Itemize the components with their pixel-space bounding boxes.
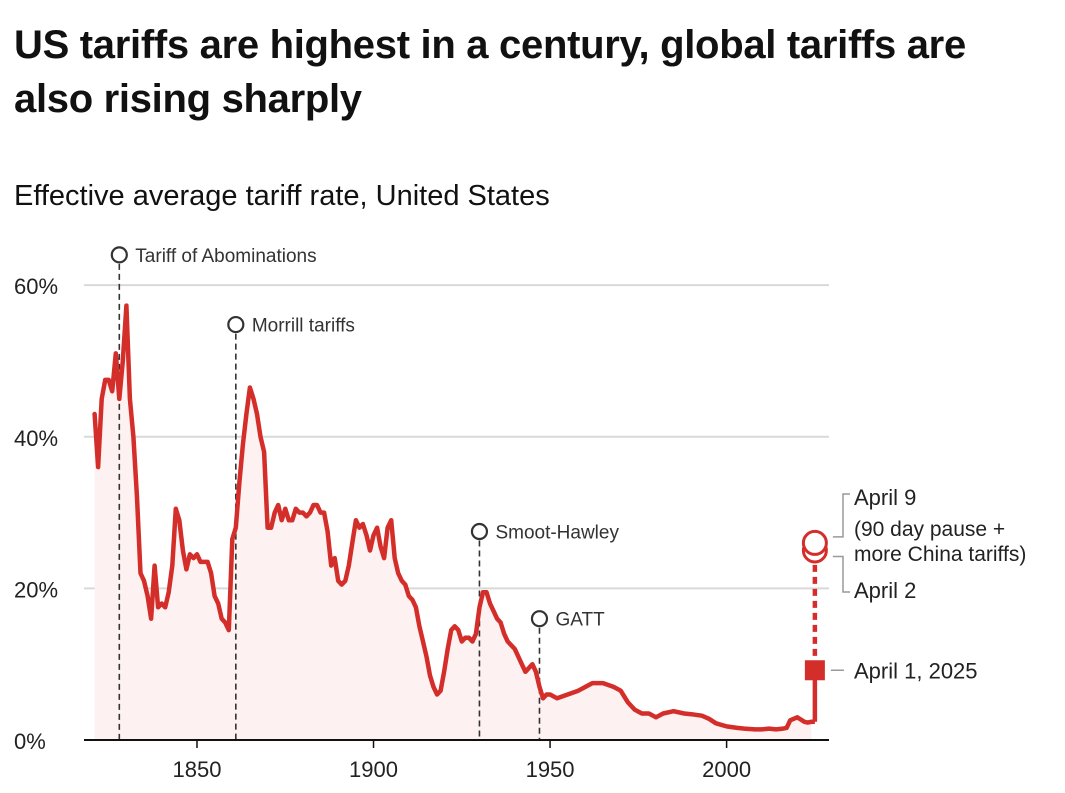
annotation-label: Morrill tariffs bbox=[252, 316, 355, 337]
marker-april-1 bbox=[804, 660, 825, 681]
annotation-marker-1861 bbox=[227, 315, 245, 334]
x-tick-label: 1850 bbox=[173, 757, 222, 782]
annotation-label: GATT bbox=[555, 610, 605, 631]
projection-markers: April 1, 2025 April 9 (90 day pause +more … bbox=[801, 485, 1026, 725]
annotation-marker-1828 bbox=[110, 246, 128, 264]
x-axis: 1850 1900 1950 2000 bbox=[84, 739, 829, 782]
tariff-area bbox=[94, 305, 812, 740]
chart-subtitle: Effective average tariff rate, United St… bbox=[14, 180, 550, 212]
chart-title: US tariffs are highest in a century, glo… bbox=[14, 23, 966, 121]
label-april-2: April 2 bbox=[854, 578, 916, 603]
label-april-9: April 9 bbox=[854, 485, 916, 510]
x-tick-label: 1900 bbox=[349, 757, 398, 782]
event-annotations: Tariff of Abominations Morrill tariffs Smo… bbox=[110, 246, 619, 740]
y-tick-label: 20% bbox=[14, 577, 58, 602]
y-tick-label: 60% bbox=[14, 274, 58, 299]
gridlines bbox=[84, 284, 829, 590]
annotation-marker-1930 bbox=[470, 522, 489, 541]
annotation-marker-1947 bbox=[530, 610, 549, 628]
leader-april-2 bbox=[832, 555, 850, 593]
y-tick-label: 40% bbox=[14, 426, 58, 451]
y-axis: 0% 20% 40% 60% bbox=[14, 274, 58, 754]
annotation-label: Smoot-Hawley bbox=[495, 523, 619, 544]
marker-april-9 bbox=[801, 529, 828, 556]
x-tick-label: 2000 bbox=[702, 757, 751, 782]
leader-april-9 bbox=[832, 493, 850, 538]
annotation-label: Tariff of Abominations bbox=[135, 246, 316, 267]
label-april-9-note: (90 day pause + bbox=[854, 518, 1005, 541]
y-tick-label: 0% bbox=[14, 729, 46, 754]
x-tick-label: 1950 bbox=[526, 757, 575, 782]
tariff-line bbox=[92, 303, 814, 732]
series-line bbox=[92, 303, 814, 732]
area-fill bbox=[94, 305, 812, 740]
label-april-1: April 1, 2025 bbox=[854, 658, 978, 683]
label-april-9-note: more China tariffs) bbox=[854, 543, 1026, 566]
